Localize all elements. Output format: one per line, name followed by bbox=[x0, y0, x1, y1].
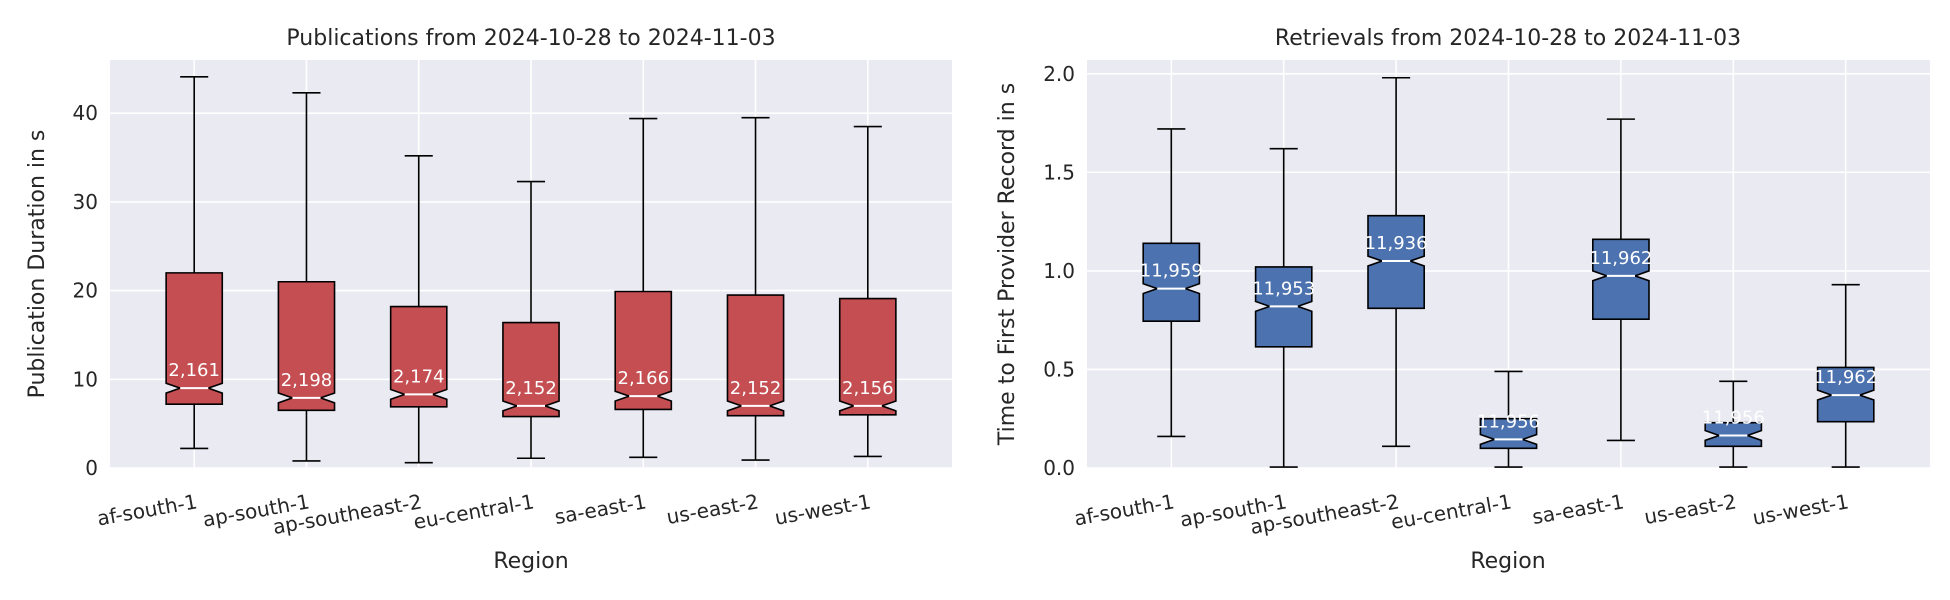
retrievals-boxes: 11,959 11,953 11,936 11,956 11,962 11,956 11,9… bbox=[1140, 76, 1877, 468]
publications-y-tick-label: 30 bbox=[73, 190, 98, 214]
retrievals-box-ap-southeast-2: 11,936 bbox=[1365, 76, 1428, 448]
count-label: 11,936 bbox=[1365, 233, 1428, 254]
retrievals-box-sa-east-1: 11,962 bbox=[1589, 118, 1652, 442]
count-label: 11,956 bbox=[1702, 407, 1765, 428]
retrievals-y-tick-label: 1.0 bbox=[1043, 259, 1075, 283]
count-label: 2,161 bbox=[168, 360, 220, 381]
publications-boxes: 2,161 2,198 2,174 2,152 2,166 2,152 2,156 bbox=[165, 76, 897, 464]
publications-box-af-south-1: 2,161 bbox=[165, 76, 224, 450]
count-label: 11,959 bbox=[1140, 261, 1203, 282]
publications-y-tick-label: 0 bbox=[85, 456, 98, 480]
publications-x-tick-label: sa-east-1 bbox=[553, 489, 648, 529]
retrievals-x-axis-label: Region bbox=[1470, 549, 1545, 574]
count-label: 2,198 bbox=[281, 370, 333, 391]
publications-y-axis-label: Publication Duration in s bbox=[25, 130, 50, 399]
count-label: 2,156 bbox=[842, 378, 894, 399]
publications-title: Publications from 2024-10-28 to 2024-11-… bbox=[286, 26, 775, 51]
retrievals-x-tick-label: af-south-1 bbox=[1072, 489, 1176, 530]
publications-x-tick-label: us-west-1 bbox=[773, 489, 873, 530]
publications-box-sa-east-1: 2,166 bbox=[614, 117, 673, 459]
count-label: 2,152 bbox=[730, 378, 782, 399]
box-body bbox=[502, 321, 560, 418]
box-body bbox=[1592, 238, 1650, 320]
retrievals-x-tick-label: us-east-2 bbox=[1642, 489, 1738, 529]
count-label: 2,174 bbox=[393, 366, 445, 387]
retrievals-box-ap-south-1: 11,953 bbox=[1252, 147, 1315, 468]
retrievals-y-ticks: 0.0 0.5 1.0 1.5 2.0 bbox=[1043, 62, 1075, 480]
retrievals-box-us-east-2: 11,956 bbox=[1702, 380, 1765, 468]
count-label: 2,152 bbox=[505, 378, 557, 399]
retrievals-title: Retrievals from 2024-10-28 to 2024-11-03 bbox=[1275, 26, 1741, 51]
retrievals-y-tick-label: 0.0 bbox=[1043, 456, 1075, 480]
publications-x-axis-label: Region bbox=[493, 549, 568, 574]
publications-y-tick-label: 10 bbox=[73, 367, 98, 391]
publications-x-tick-label: af-south-1 bbox=[95, 489, 199, 530]
publications-box-ap-southeast-2: 2,174 bbox=[389, 154, 448, 464]
retrievals-y-axis-label: Time to First Provider Record in s bbox=[995, 83, 1020, 446]
retrievals-x-tick-label: eu-central-1 bbox=[1389, 489, 1513, 534]
retrievals-box-eu-central-1: 11,956 bbox=[1477, 370, 1540, 468]
retrievals-y-tick-label: 0.5 bbox=[1043, 357, 1075, 381]
box-body bbox=[838, 297, 897, 416]
publications-x-ticks: af-south-1 ap-south-1ap-southeast-2eu-cen… bbox=[95, 489, 872, 539]
box-body bbox=[1142, 242, 1201, 322]
publications-y-tick-label: 40 bbox=[73, 101, 98, 125]
count-label: 2,166 bbox=[618, 368, 670, 389]
publications-x-tick-label: eu-central-1 bbox=[412, 489, 536, 534]
retrievals-x-ticks: af-south-1 ap-south-1ap-southeast-2eu-cen… bbox=[1072, 489, 1850, 539]
box-body bbox=[165, 272, 224, 405]
retrievals-y-tick-label: 2.0 bbox=[1043, 62, 1075, 86]
box-body bbox=[1479, 417, 1538, 450]
publications-box-ap-south-1: 2,198 bbox=[277, 92, 336, 462]
publications-panel: 2,161 2,198 2,174 2,152 2,166 2,152 2,156 0 10 2… bbox=[25, 26, 952, 574]
publications-y-tick-label: 20 bbox=[73, 279, 98, 303]
publications-y-ticks: 0 10 20 30 40 bbox=[73, 101, 98, 480]
retrievals-box-us-west-1: 11,962 bbox=[1814, 283, 1877, 468]
retrievals-panel: 11,959 11,953 11,936 11,956 11,962 11,956 11,9… bbox=[995, 26, 1930, 574]
retrievals-box-af-south-1: 11,959 bbox=[1140, 128, 1203, 438]
box-body bbox=[726, 294, 785, 417]
retrievals-y-tick-label: 1.5 bbox=[1043, 160, 1075, 184]
retrievals-x-tick-label: sa-east-1 bbox=[1530, 489, 1625, 529]
count-label: 11,962 bbox=[1589, 248, 1652, 269]
publications-box-us-east-2: 2,152 bbox=[726, 116, 785, 461]
box-body bbox=[277, 280, 336, 412]
count-label: 11,962 bbox=[1814, 367, 1877, 388]
publications-x-tick-label: us-east-2 bbox=[665, 489, 761, 529]
box-body bbox=[389, 305, 448, 408]
count-label: 11,956 bbox=[1477, 411, 1540, 432]
publications-box-us-west-1: 2,156 bbox=[838, 125, 897, 458]
count-label: 11,953 bbox=[1252, 278, 1315, 299]
retrievals-x-tick-label: us-west-1 bbox=[1751, 489, 1851, 530]
publications-box-eu-central-1: 2,152 bbox=[502, 180, 560, 460]
box-body bbox=[614, 290, 673, 411]
